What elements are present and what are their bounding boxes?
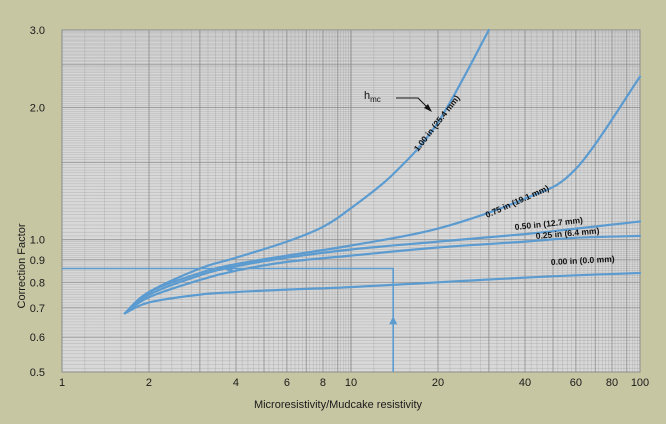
y-tick-labels: 0.5 0.6 0.7 0.8 0.9 1.0 2.0 3.0 — [30, 25, 45, 379]
series-line-1 — [123, 75, 642, 315]
annotation-h: h — [364, 90, 370, 102]
grid-lines — [61, 29, 641, 373]
y-tick-label: 3.0 — [30, 25, 45, 37]
x-tick-label: 10 — [345, 377, 357, 389]
y-tick-label: 0.5 — [30, 367, 45, 379]
example-path — [62, 264, 398, 372]
x-tick-label: 8 — [320, 377, 326, 389]
y-tick-label: 0.9 — [30, 255, 45, 267]
x-tick-label: 1 — [59, 377, 65, 389]
annotation-arrowhead — [424, 104, 432, 112]
x-tick-label: 60 — [570, 377, 582, 389]
annotation-subscript: mc — [370, 95, 381, 104]
y-tick-label: 2.0 — [30, 102, 45, 114]
hmc-annotation: hmc — [364, 90, 432, 112]
series-line-0 — [123, 28, 490, 315]
x-tick-label: 40 — [519, 377, 531, 389]
series-line-3 — [123, 234, 642, 315]
y-axis-title: Correction Factor — [16, 223, 28, 308]
svg-text:hmc: hmc — [364, 90, 381, 104]
curve-label-4: 0.00 in (0.0 mm) — [551, 254, 615, 267]
arrowhead-up — [389, 316, 398, 325]
x-tick-label: 80 — [606, 377, 618, 389]
x-tick-labels: 1 2 4 6 8 10 20 40 60 80 100 — [59, 377, 649, 389]
series-line-4 — [123, 271, 642, 315]
y-tick-label: 1.0 — [30, 235, 45, 247]
x-tick-label: 4 — [233, 377, 239, 389]
x-tick-label: 6 — [284, 377, 290, 389]
y-tick-label: 0.7 — [30, 303, 45, 315]
y-tick-label: 0.6 — [30, 332, 45, 344]
y-tick-label: 0.8 — [30, 277, 45, 289]
x-tick-label: 20 — [432, 377, 444, 389]
x-tick-label: 2 — [146, 377, 152, 389]
x-axis-title: Microresistivity/Mudcake resistivity — [254, 399, 423, 411]
arrowhead-left — [222, 264, 233, 273]
series-curves — [123, 28, 642, 315]
series-line-2 — [123, 220, 642, 315]
example-path-line — [62, 267, 394, 372]
x-tick-label: 100 — [631, 377, 649, 389]
